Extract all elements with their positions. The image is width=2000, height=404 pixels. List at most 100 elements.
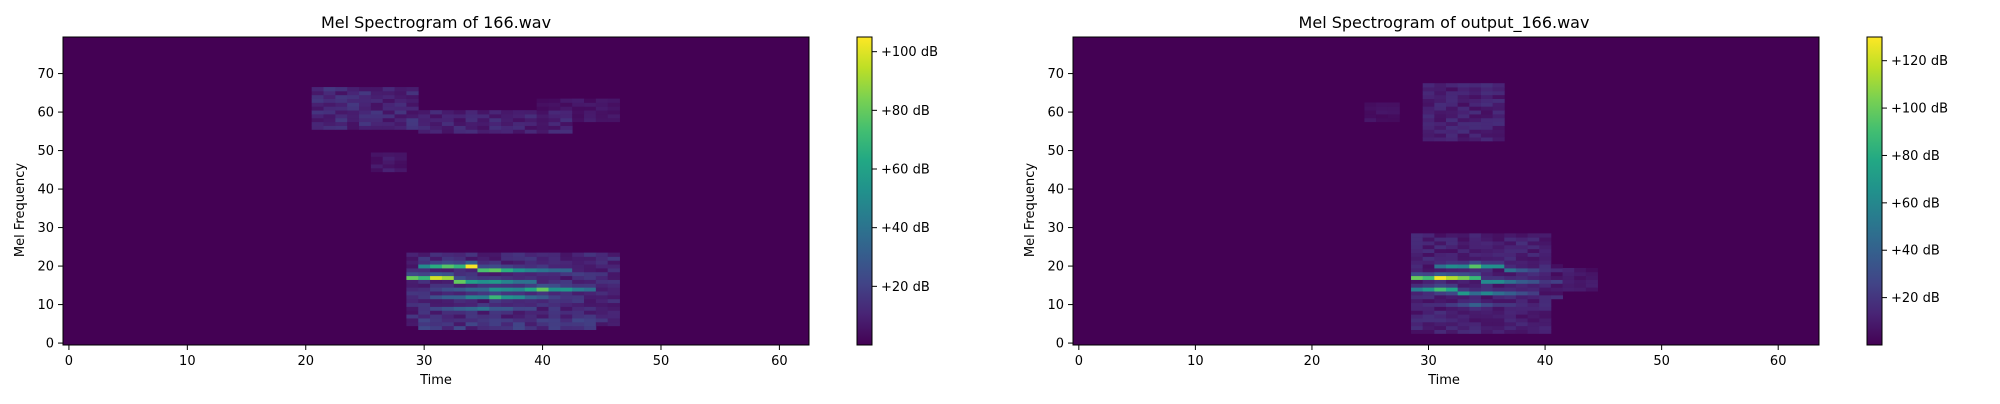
heatmap-cell — [335, 106, 348, 111]
heatmap-cell — [1457, 102, 1470, 107]
heatmap-cell — [489, 298, 502, 304]
heatmap-cell — [1457, 329, 1470, 334]
heatmap-cell — [512, 271, 526, 277]
colorbar-tick-label: +120 dB — [1891, 54, 1948, 69]
heatmap-cell — [1434, 314, 1447, 319]
heatmap-cell — [560, 310, 573, 315]
heatmap-cell — [453, 121, 466, 126]
heatmap-cell — [370, 94, 384, 99]
heatmap-cell — [1574, 271, 1587, 277]
heatmap-cell — [501, 121, 514, 126]
heatmap-cell — [335, 94, 348, 99]
heatmap-cell — [501, 117, 514, 123]
heatmap-cell — [1492, 256, 1505, 261]
heatmap-cell — [1504, 298, 1517, 304]
heatmap-cell — [323, 125, 336, 130]
heatmap-cell — [572, 110, 585, 115]
heatmap-cell — [1562, 268, 1575, 273]
heatmap-cell — [1515, 256, 1528, 261]
heatmap-cell — [572, 298, 585, 304]
heatmap-cell — [1411, 294, 1424, 300]
heatmap-cell — [323, 98, 336, 103]
heatmap-cell — [311, 125, 324, 130]
heatmap-cell — [536, 129, 549, 134]
heatmap-cell — [1480, 90, 1494, 96]
heatmap-cell — [560, 291, 573, 296]
heatmap-cell — [370, 121, 384, 126]
heatmap-cell — [465, 298, 478, 304]
heatmap-cell — [1457, 325, 1470, 330]
heatmap-cell — [607, 310, 620, 315]
heatmap-cell — [453, 283, 466, 288]
heatmap-cell — [453, 302, 466, 307]
y-tick-label: 70 — [1047, 67, 1064, 82]
heatmap-cell — [501, 294, 514, 300]
heatmap-cell — [560, 275, 573, 280]
heatmap-cell — [406, 318, 419, 323]
heatmap-cell — [524, 117, 538, 123]
heatmap-cell — [1411, 298, 1424, 304]
heatmap-cell — [1480, 294, 1494, 300]
heatmap-cell — [1539, 237, 1552, 242]
heatmap-cell — [1527, 329, 1540, 334]
heatmap-cell — [1585, 268, 1598, 273]
y-tick-label: 30 — [37, 221, 54, 236]
heatmap-cell — [1492, 279, 1505, 284]
heatmap-cell — [548, 268, 561, 273]
heatmap-cell — [1422, 129, 1435, 134]
heatmap-cell — [536, 279, 549, 284]
heatmap-cell — [1422, 87, 1435, 92]
heatmap-cell — [335, 121, 348, 126]
heatmap-cell — [359, 110, 372, 115]
heatmap-cell — [1504, 306, 1517, 311]
heatmap-cell — [382, 164, 395, 169]
heatmap-cell — [453, 298, 466, 304]
heatmap-cell — [1539, 310, 1552, 315]
heatmap-cell — [489, 275, 502, 280]
heatmap-cell — [1492, 318, 1505, 323]
colorbar-tick-label: +60 dB — [881, 163, 930, 178]
heatmap-cell — [501, 325, 514, 330]
heatmap-cell — [1515, 248, 1528, 253]
heatmap-cell — [311, 87, 324, 92]
heatmap-cell — [524, 310, 538, 315]
heatmap-cell — [501, 275, 514, 280]
heatmap-cell — [1446, 275, 1459, 280]
heatmap-cell — [418, 298, 431, 304]
heatmap-cell — [335, 102, 348, 107]
heatmap-cell — [418, 306, 431, 311]
heatmap-cell — [477, 302, 490, 307]
heatmap-cell — [477, 298, 490, 304]
heatmap-cell — [1527, 252, 1540, 257]
heatmap-cell — [1411, 248, 1424, 253]
heatmap-cell — [1492, 241, 1505, 246]
heatmap-cell — [1480, 252, 1494, 257]
heatmap-cell — [394, 114, 407, 119]
heatmap-cell — [1469, 102, 1482, 107]
heatmap-cell — [595, 252, 609, 257]
heatmap-cell — [595, 321, 609, 327]
heatmap-cell — [477, 294, 490, 300]
heatmap-cell — [607, 283, 620, 288]
heatmap-cell — [536, 318, 549, 323]
heatmap-cell — [1469, 94, 1482, 99]
heatmap-cell — [1422, 302, 1435, 307]
heatmap-cell — [406, 102, 419, 107]
heatmap-cell — [465, 114, 478, 119]
heatmap-cell — [607, 302, 620, 307]
heatmap-cell — [1480, 260, 1494, 265]
heatmap-cell — [359, 125, 372, 130]
heatmap-cell — [1457, 90, 1470, 96]
heatmap-cell — [1574, 279, 1587, 284]
heatmap-cell — [1492, 121, 1505, 126]
heatmap-cell — [584, 110, 597, 115]
heatmap-cell — [418, 275, 431, 280]
heatmap-cell — [1446, 321, 1459, 327]
heatmap-cell — [1457, 306, 1470, 311]
heatmap-cell — [1469, 329, 1482, 334]
heatmap-cell — [607, 314, 620, 319]
heatmap-cell — [1539, 256, 1552, 261]
heatmap-cell — [1492, 244, 1505, 250]
heatmap-cell — [1469, 98, 1482, 103]
heatmap-cell — [584, 268, 597, 273]
